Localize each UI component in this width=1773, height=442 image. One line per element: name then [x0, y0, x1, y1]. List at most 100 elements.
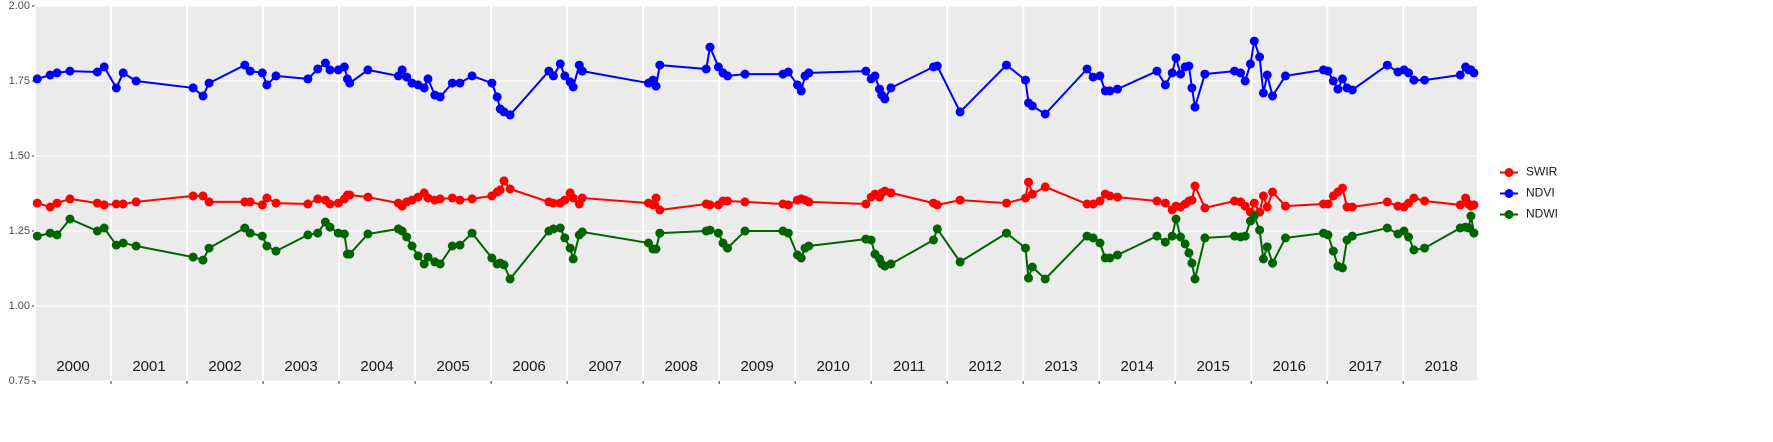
- point: [407, 241, 417, 251]
- point: [1347, 202, 1357, 212]
- point: [245, 228, 255, 238]
- point: [701, 64, 711, 74]
- point: [245, 66, 255, 76]
- legend-label: SWIR: [1526, 165, 1558, 179]
- point: [99, 62, 109, 72]
- year-label: 2000: [56, 358, 89, 375]
- point: [435, 92, 445, 102]
- point: [345, 78, 355, 88]
- point: [303, 230, 313, 240]
- point: [99, 200, 109, 210]
- point: [1088, 72, 1098, 82]
- point: [886, 259, 896, 269]
- point: [499, 176, 509, 186]
- point: [1027, 101, 1037, 111]
- point: [1409, 245, 1419, 255]
- point: [1088, 199, 1098, 209]
- point: [655, 228, 665, 238]
- y-tick-label: 1.25: [9, 225, 30, 237]
- point: [1409, 193, 1419, 203]
- point: [1171, 214, 1181, 224]
- point: [705, 42, 715, 52]
- point: [932, 200, 942, 210]
- point: [1337, 263, 1347, 273]
- point: [455, 240, 465, 250]
- point: [783, 200, 793, 210]
- y-tick-label: 1.50: [9, 150, 30, 162]
- point: [131, 241, 141, 251]
- point: [257, 231, 267, 241]
- year-label: 2009: [740, 358, 773, 375]
- point: [648, 200, 658, 210]
- point: [262, 80, 272, 90]
- point: [1040, 109, 1050, 119]
- point: [1024, 273, 1034, 283]
- point: [651, 193, 661, 203]
- point: [65, 194, 75, 204]
- point: [886, 83, 896, 93]
- point: [560, 71, 570, 81]
- point: [1262, 70, 1272, 80]
- point: [1420, 243, 1430, 253]
- point: [1112, 250, 1122, 260]
- point: [325, 222, 335, 232]
- point: [467, 194, 477, 204]
- point: [52, 198, 62, 208]
- point: [92, 226, 102, 236]
- point: [560, 195, 570, 205]
- point: [1255, 52, 1265, 62]
- point: [1268, 258, 1278, 268]
- point: [118, 199, 128, 209]
- point: [1200, 203, 1210, 213]
- point: [339, 62, 349, 72]
- year-label: 2001: [132, 358, 165, 375]
- point: [804, 241, 814, 251]
- point: [204, 78, 214, 88]
- point: [740, 197, 750, 207]
- point: [423, 252, 433, 262]
- year-label: 2013: [1045, 358, 1078, 375]
- point: [1333, 84, 1343, 94]
- point: [1404, 232, 1414, 242]
- y-tick-label: 0.75: [9, 375, 30, 387]
- point: [345, 249, 355, 259]
- point: [111, 199, 121, 209]
- point: [1249, 198, 1259, 208]
- point: [1160, 237, 1170, 247]
- point: [955, 195, 965, 205]
- point: [1187, 258, 1197, 268]
- y-tick-label: 2.00: [9, 0, 30, 12]
- point: [928, 235, 938, 245]
- point: [577, 227, 587, 237]
- point: [1190, 181, 1200, 191]
- point: [271, 71, 281, 81]
- point: [1152, 66, 1162, 76]
- point: [303, 74, 313, 84]
- point: [467, 71, 477, 81]
- point: [1420, 75, 1430, 85]
- point: [1095, 238, 1105, 248]
- point: [1240, 231, 1250, 241]
- point: [505, 184, 515, 194]
- point: [1024, 177, 1034, 187]
- year-label: 2008: [664, 358, 697, 375]
- legend-label: NDWI: [1526, 207, 1558, 221]
- point: [257, 68, 267, 78]
- year-label: 2007: [588, 358, 621, 375]
- point: [363, 229, 373, 239]
- point: [740, 69, 750, 79]
- point: [1176, 69, 1186, 79]
- point: [560, 233, 570, 243]
- year-label: 2006: [512, 358, 545, 375]
- point: [870, 71, 880, 81]
- point: [568, 82, 578, 92]
- point: [1236, 68, 1246, 78]
- point: [447, 193, 457, 203]
- point: [1469, 228, 1479, 238]
- point: [1020, 75, 1030, 85]
- point: [1262, 242, 1272, 252]
- point: [487, 78, 497, 88]
- point: [1240, 201, 1250, 211]
- point: [1328, 76, 1338, 86]
